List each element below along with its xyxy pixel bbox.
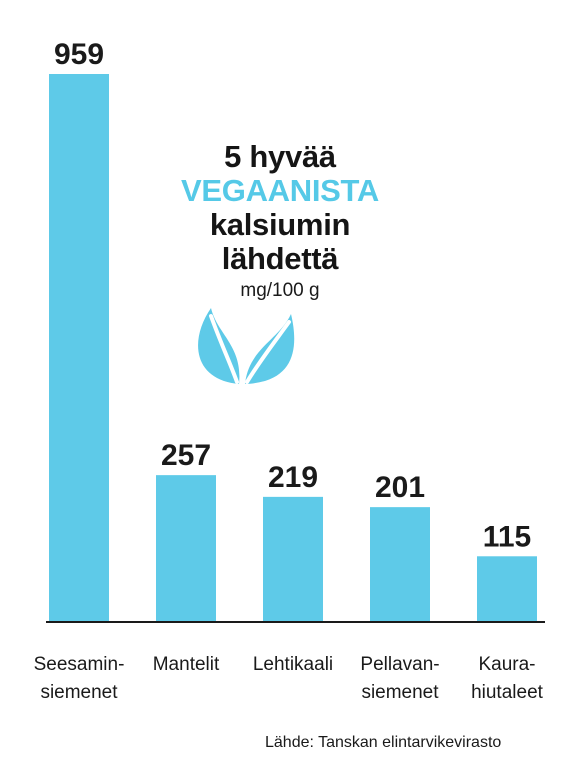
value-label-0: 959 (54, 38, 104, 71)
category-label-3-0: Pellavan- (360, 654, 439, 675)
title-line-1: 5 hyvää (224, 139, 336, 174)
unit-label: mg/100 g (240, 280, 320, 301)
title-line-4: lähdettä (221, 241, 339, 276)
category-label-0-1: siemenet (40, 682, 118, 703)
title-line-2: VEGAANISTA (181, 173, 379, 208)
bar-0 (49, 74, 109, 622)
value-label-2: 219 (268, 461, 318, 494)
category-label-1-0: Mantelit (153, 654, 220, 675)
category-label-2-0: Lehtikaali (253, 654, 333, 675)
bar-2 (263, 496, 323, 622)
value-label-1: 257 (161, 439, 211, 472)
category-label-4-0: Kaura- (478, 654, 535, 675)
bar-1 (156, 475, 216, 622)
bar-3 (370, 507, 430, 622)
category-label-0-0: Seesamin- (34, 654, 125, 675)
chart-title: 5 hyvää VEGAANISTA kalsiumin lähdettä mg… (130, 140, 430, 302)
bar-4 (477, 556, 537, 622)
value-label-3: 201 (375, 471, 425, 504)
category-label-3-1: siemenet (361, 682, 439, 703)
category-label-4-1: hiutaleet (471, 682, 544, 703)
source-note: Lähde: Tanskan elintarvikevirasto (265, 734, 502, 751)
value-label-4: 115 (483, 520, 531, 553)
title-line-3: kalsiumin (209, 207, 351, 242)
leaf-icon (198, 308, 295, 384)
